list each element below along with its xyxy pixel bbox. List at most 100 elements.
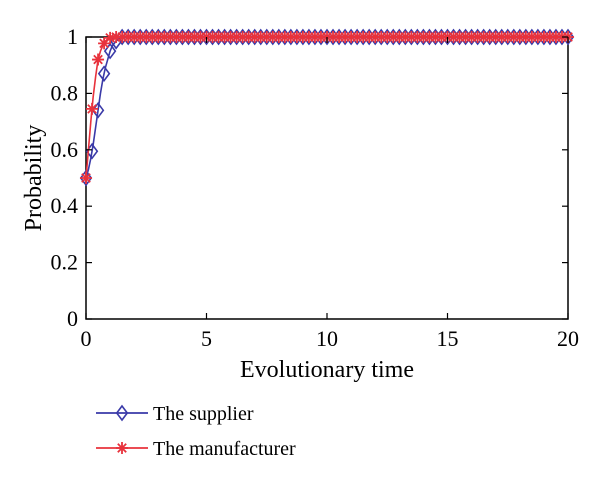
data-point bbox=[104, 31, 117, 44]
legend-label: The manufacturer bbox=[153, 438, 296, 460]
data-point bbox=[248, 31, 261, 43]
data-point bbox=[489, 31, 502, 43]
series-line bbox=[85, 36, 568, 179]
ticks-layer: 0 5 10 15 20 0 0.2 0.4 0.6 0.8 1 bbox=[51, 24, 580, 351]
x-tick-label: 10 bbox=[316, 326, 338, 351]
x-axis-title: Evolutionary time bbox=[240, 357, 414, 383]
data-point bbox=[98, 37, 111, 50]
data-point bbox=[405, 31, 418, 43]
y-tick-label: 0.2 bbox=[51, 250, 79, 275]
series-layer bbox=[79, 28, 575, 187]
data-point bbox=[507, 31, 520, 43]
data-point bbox=[242, 31, 255, 43]
data-point bbox=[86, 102, 99, 115]
data-point bbox=[296, 31, 309, 43]
data-point bbox=[381, 31, 394, 43]
data-point bbox=[92, 53, 105, 66]
data-point bbox=[224, 31, 237, 43]
data-point bbox=[495, 31, 508, 43]
y-axis-title: Probability bbox=[21, 125, 47, 232]
data-point bbox=[116, 31, 129, 43]
data-point bbox=[465, 31, 478, 43]
data-point bbox=[423, 31, 436, 43]
data-point bbox=[525, 31, 538, 43]
legend-item: The manufacturer bbox=[96, 438, 296, 460]
data-point bbox=[483, 31, 496, 43]
data-point bbox=[266, 31, 279, 43]
data-point bbox=[91, 101, 105, 119]
data-point bbox=[302, 31, 315, 43]
plot-frame bbox=[85, 36, 569, 320]
data-point bbox=[363, 31, 376, 43]
data-point bbox=[97, 65, 111, 82]
data-point bbox=[212, 31, 225, 43]
data-point bbox=[387, 31, 400, 43]
data-point bbox=[122, 31, 135, 43]
x-tick-label: 20 bbox=[557, 326, 579, 351]
data-point bbox=[531, 31, 544, 43]
data-point bbox=[284, 31, 297, 43]
data-point bbox=[146, 31, 159, 43]
data-point bbox=[80, 172, 92, 184]
data-point bbox=[393, 31, 406, 43]
data-point bbox=[411, 31, 424, 43]
data-point bbox=[134, 31, 147, 43]
data-point bbox=[357, 31, 370, 43]
data-point bbox=[314, 31, 327, 43]
data-point bbox=[345, 31, 358, 43]
data-point bbox=[417, 31, 430, 43]
legend: The supplier The manufacturer bbox=[96, 403, 296, 460]
data-point bbox=[218, 31, 231, 43]
x-tick-label: 0 bbox=[81, 326, 92, 351]
data-point bbox=[453, 31, 466, 43]
data-point bbox=[278, 31, 291, 43]
series-manufacturer bbox=[80, 31, 574, 184]
data-point bbox=[543, 31, 556, 43]
data-point bbox=[351, 31, 364, 43]
data-point bbox=[513, 31, 526, 43]
data-point bbox=[170, 31, 183, 43]
data-point bbox=[555, 31, 568, 43]
data-point bbox=[128, 31, 141, 43]
data-point bbox=[399, 31, 412, 43]
y-tick-label: 0 bbox=[67, 306, 78, 331]
y-tick-label: 0.8 bbox=[51, 80, 79, 105]
data-point bbox=[164, 31, 177, 43]
data-point bbox=[230, 31, 243, 43]
x-tick-label: 5 bbox=[201, 326, 212, 351]
series-line bbox=[85, 36, 568, 179]
data-point bbox=[188, 31, 201, 43]
data-point bbox=[369, 31, 382, 43]
data-point bbox=[290, 31, 303, 43]
data-point bbox=[110, 31, 123, 43]
data-point bbox=[140, 31, 153, 43]
data-point bbox=[272, 31, 285, 43]
legend-marker bbox=[116, 442, 128, 454]
data-point bbox=[375, 31, 388, 43]
data-point bbox=[103, 42, 117, 60]
data-point bbox=[327, 31, 340, 43]
data-point bbox=[152, 31, 165, 43]
legend-marker bbox=[115, 404, 129, 422]
data-point bbox=[176, 31, 189, 43]
data-point bbox=[501, 31, 514, 43]
data-point bbox=[339, 31, 352, 43]
data-point bbox=[236, 31, 249, 43]
data-point bbox=[206, 31, 219, 43]
data-point bbox=[308, 31, 321, 43]
data-point bbox=[471, 31, 484, 43]
legend-label: The supplier bbox=[153, 403, 254, 425]
y-tick-label: 0.4 bbox=[51, 193, 79, 218]
data-point bbox=[429, 31, 442, 43]
x-tick-label: 15 bbox=[437, 326, 459, 351]
y-tick-label: 0.6 bbox=[51, 137, 79, 162]
data-point bbox=[537, 31, 550, 43]
data-point bbox=[435, 31, 448, 43]
data-point bbox=[447, 31, 460, 43]
series-supplier bbox=[79, 28, 575, 187]
data-point bbox=[182, 31, 195, 43]
data-point bbox=[333, 31, 346, 43]
data-point bbox=[260, 31, 273, 43]
data-point bbox=[519, 31, 532, 43]
